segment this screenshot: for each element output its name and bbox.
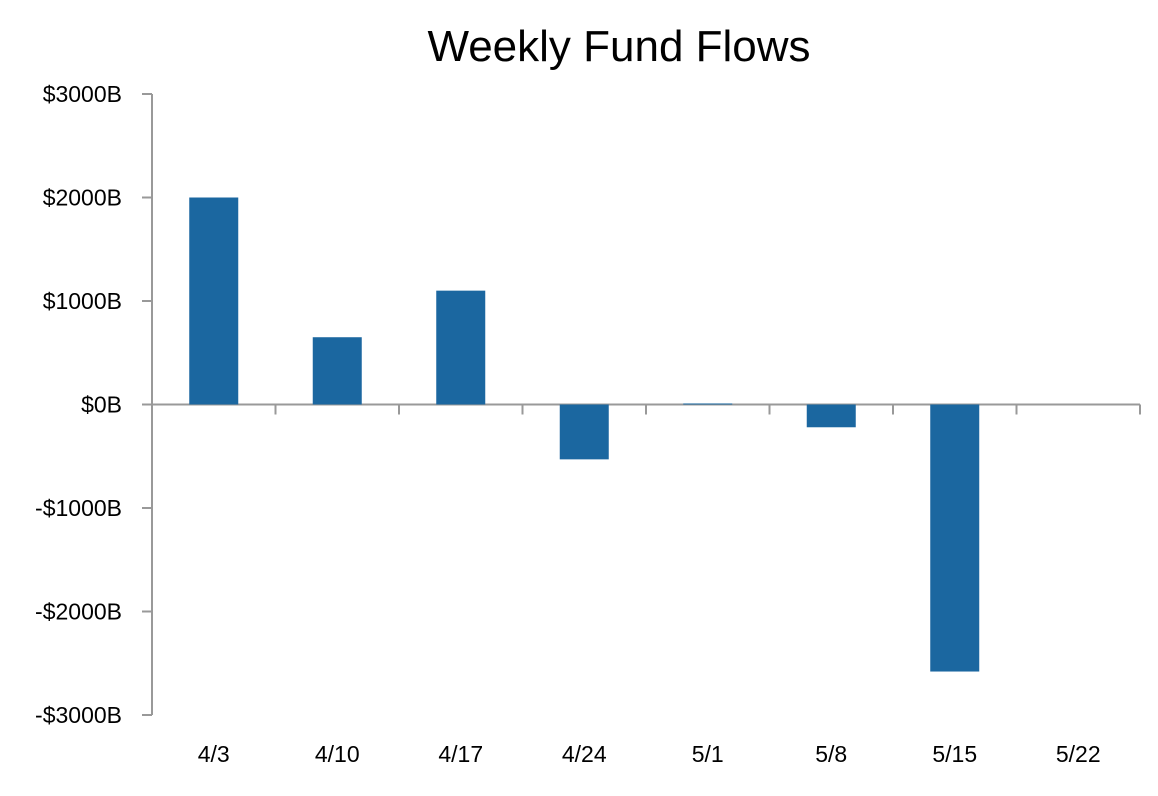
- y-tick-label: -$2000B: [35, 599, 122, 625]
- bar: [806, 404, 856, 428]
- x-tick-label: 4/10: [315, 741, 360, 767]
- x-tick-label: 4/17: [438, 741, 483, 767]
- y-tick-label: -$1000B: [35, 495, 122, 521]
- bar: [683, 403, 733, 405]
- y-tick-label: $2000B: [43, 185, 122, 211]
- bar-series: [189, 197, 980, 672]
- x-axis: 4/3 4/10 4/17 4/24 5/1 5/8 5/15 5/22: [152, 403, 1141, 767]
- x-tick-label: 5/15: [932, 741, 977, 767]
- y-tick-label: -$3000B: [35, 702, 122, 728]
- chart-title: Weekly Fund Flows: [427, 22, 810, 71]
- bar: [312, 337, 362, 405]
- bar: [930, 404, 980, 672]
- y-tick-label: $1000B: [43, 288, 122, 314]
- x-tick-label: 5/22: [1056, 741, 1101, 767]
- x-tick-label: 5/8: [815, 741, 847, 767]
- x-tick-label: 4/3: [198, 741, 230, 767]
- bar: [559, 404, 609, 460]
- y-tick-label: $0B: [81, 392, 122, 418]
- bar: [436, 290, 486, 405]
- x-tick-label: 4/24: [562, 741, 607, 767]
- y-tick-label: $3000B: [43, 81, 122, 107]
- y-axis: $3000B $2000B $1000B $0B -$1000B -$2000B -$300…: [35, 81, 153, 728]
- x-tick-label: 5/1: [692, 741, 724, 767]
- bar: [189, 197, 239, 405]
